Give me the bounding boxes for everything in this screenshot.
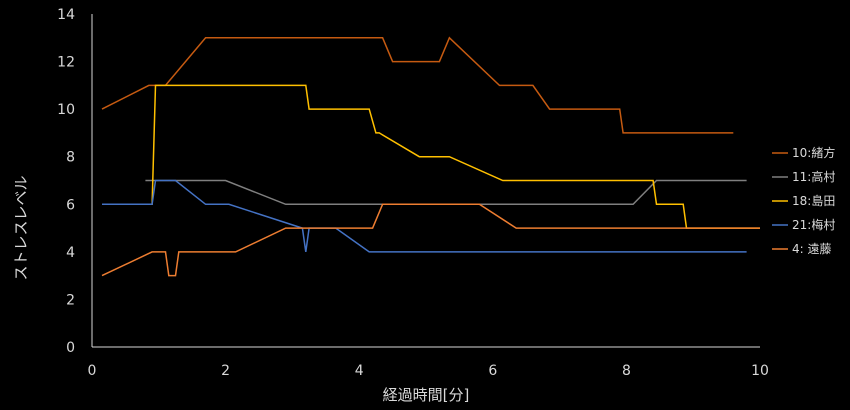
y-tick-label: 12 xyxy=(57,55,75,71)
y-tick-label: 8 xyxy=(66,150,75,166)
y-tick-label: 14 xyxy=(57,7,75,23)
x-tick-label: 10 xyxy=(751,363,769,379)
legend-item-label: 11:高村 xyxy=(792,169,835,184)
series-line-0 xyxy=(101,36,734,134)
series-line-3 xyxy=(102,179,747,253)
x-tick-label: 4 xyxy=(355,363,364,379)
series-line-2 xyxy=(145,84,760,229)
x-tick-label: 0 xyxy=(88,363,97,379)
legend-item-label: 4: 遠藤 xyxy=(792,242,832,256)
y-tick-label: 6 xyxy=(66,197,75,213)
y-tick-label: 10 xyxy=(57,102,75,118)
x-axis-ticks: 0 2 4 6 8 10 xyxy=(88,363,769,379)
series-line-4 xyxy=(101,203,760,277)
x-axis-label: 経過時間[分] xyxy=(383,386,470,404)
y-axis-ticks: 0 2 4 6 8 10 12 14 xyxy=(57,7,75,356)
chart-series xyxy=(101,36,760,277)
x-tick-label: 2 xyxy=(221,363,230,379)
legend-item-label: 18:島田 xyxy=(792,193,835,208)
y-tick-label: 4 xyxy=(66,245,75,261)
chart-legend: 10:緒方 11:高村 18:島田 21:梅村 4: 遠藤 xyxy=(772,145,835,256)
y-tick-label: 2 xyxy=(66,292,75,308)
y-axis-label: ストレスレベル xyxy=(12,175,30,280)
y-tick-label: 0 xyxy=(66,340,75,356)
legend-item-label: 21:梅村 xyxy=(792,217,835,232)
legend-item-label: 10:緒方 xyxy=(792,145,835,160)
x-tick-label: 6 xyxy=(488,363,497,379)
x-tick-label: 8 xyxy=(622,363,631,379)
chart-axes xyxy=(91,14,760,348)
